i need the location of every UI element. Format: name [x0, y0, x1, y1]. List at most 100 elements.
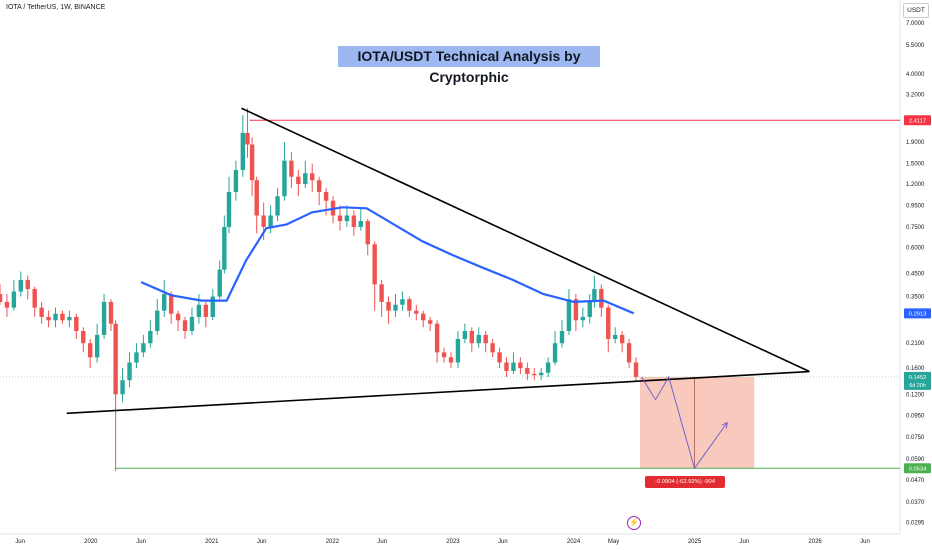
currency-unit-button[interactable]: USDT — [903, 3, 929, 18]
candle — [414, 304, 419, 321]
candle-body — [245, 132, 250, 145]
candle — [245, 108, 250, 158]
symbol-label[interactable]: IOTA / TetherUS, 1W, BINANCE — [6, 4, 106, 11]
candle-body — [552, 343, 558, 363]
candle — [619, 331, 625, 353]
candle — [587, 293, 592, 324]
candle — [592, 275, 597, 308]
candle-body — [532, 373, 537, 376]
y-tick-label: 0.0295 — [906, 520, 925, 526]
candle-body — [134, 352, 139, 363]
candle — [254, 176, 259, 234]
candle-body — [4, 301, 10, 308]
candle — [94, 323, 100, 363]
candle — [504, 357, 509, 378]
y-tick-label: 7.0000 — [906, 21, 925, 27]
candle — [400, 291, 405, 311]
candle — [233, 160, 239, 201]
candle-body — [254, 180, 259, 216]
candle — [344, 205, 350, 227]
candle — [573, 293, 579, 332]
candle-body — [407, 299, 412, 311]
candle — [60, 310, 65, 324]
candle-body — [240, 132, 246, 170]
y-tick-label: 0.6000 — [906, 245, 925, 251]
x-tick-label: Jun — [377, 539, 387, 545]
candle — [222, 215, 227, 274]
candle-body — [421, 313, 426, 321]
candle — [633, 357, 639, 382]
candle — [358, 208, 363, 231]
candle — [580, 307, 586, 328]
candle — [155, 299, 160, 335]
candle — [379, 279, 384, 317]
x-tick-label: Jun — [136, 539, 146, 545]
candle-body — [490, 343, 495, 353]
candle-body — [127, 362, 132, 381]
candle-body — [379, 284, 384, 302]
candle-body — [559, 331, 565, 344]
candle — [39, 301, 44, 324]
candle-body — [94, 334, 100, 358]
price-label-bg — [904, 371, 931, 390]
y-tick-label: 3.2000 — [906, 92, 925, 98]
y-tick-label: 1.2000 — [906, 182, 925, 188]
candle — [552, 331, 558, 366]
candle-body — [11, 291, 17, 308]
candle-body — [39, 307, 44, 317]
candle-body — [113, 323, 118, 395]
candle — [182, 316, 188, 339]
candle-body — [120, 380, 125, 395]
candle — [18, 271, 24, 297]
y-tick-label: 1.9000 — [906, 140, 925, 146]
candle-body — [455, 338, 461, 363]
x-tick-label: Jun — [498, 539, 508, 545]
price-axis-panel — [900, 0, 932, 550]
price-label-bg — [904, 463, 931, 474]
candle-body — [249, 144, 255, 181]
candle — [434, 320, 440, 363]
y-tick-label: 0.1600 — [906, 366, 925, 372]
candle-body — [101, 301, 107, 335]
candle — [81, 327, 86, 353]
candle — [196, 293, 202, 324]
x-tick-label: 2023 — [446, 539, 460, 545]
candle — [612, 327, 618, 344]
candle-body — [74, 316, 79, 332]
candle — [351, 210, 357, 236]
candle — [511, 352, 516, 374]
candle — [310, 163, 315, 192]
candle — [210, 289, 215, 321]
candle-body — [81, 331, 86, 344]
candle — [538, 368, 544, 381]
candle-body — [32, 289, 37, 308]
price-label: 0.2913 — [904, 308, 931, 319]
candle — [127, 352, 132, 388]
candle-body — [587, 301, 592, 317]
y-tick-label: 1.5000 — [906, 162, 925, 168]
y-tick-label: 0.3500 — [906, 295, 925, 301]
x-tick-label: Jun — [15, 539, 25, 545]
candle — [476, 327, 481, 348]
candle — [483, 331, 488, 353]
lightning-icon[interactable]: ⚡ — [627, 516, 641, 530]
candle — [469, 327, 475, 353]
candle — [448, 352, 454, 369]
y-tick-label: 0.0950 — [906, 414, 925, 420]
candle — [316, 176, 322, 206]
y-tick-label: 4.0000 — [906, 72, 925, 78]
candle-body — [196, 304, 202, 317]
candle-body — [497, 352, 502, 363]
candle — [226, 176, 232, 234]
candle-body — [606, 307, 611, 339]
candle-body — [612, 334, 618, 339]
candle — [168, 291, 174, 324]
trendline-descending-resistance — [241, 107, 810, 373]
candle — [386, 296, 391, 324]
candle-body — [599, 289, 604, 308]
candle-body — [462, 331, 468, 339]
candle-body — [538, 372, 544, 376]
y-tick-label: 0.0590 — [906, 457, 925, 463]
candle — [203, 301, 209, 328]
